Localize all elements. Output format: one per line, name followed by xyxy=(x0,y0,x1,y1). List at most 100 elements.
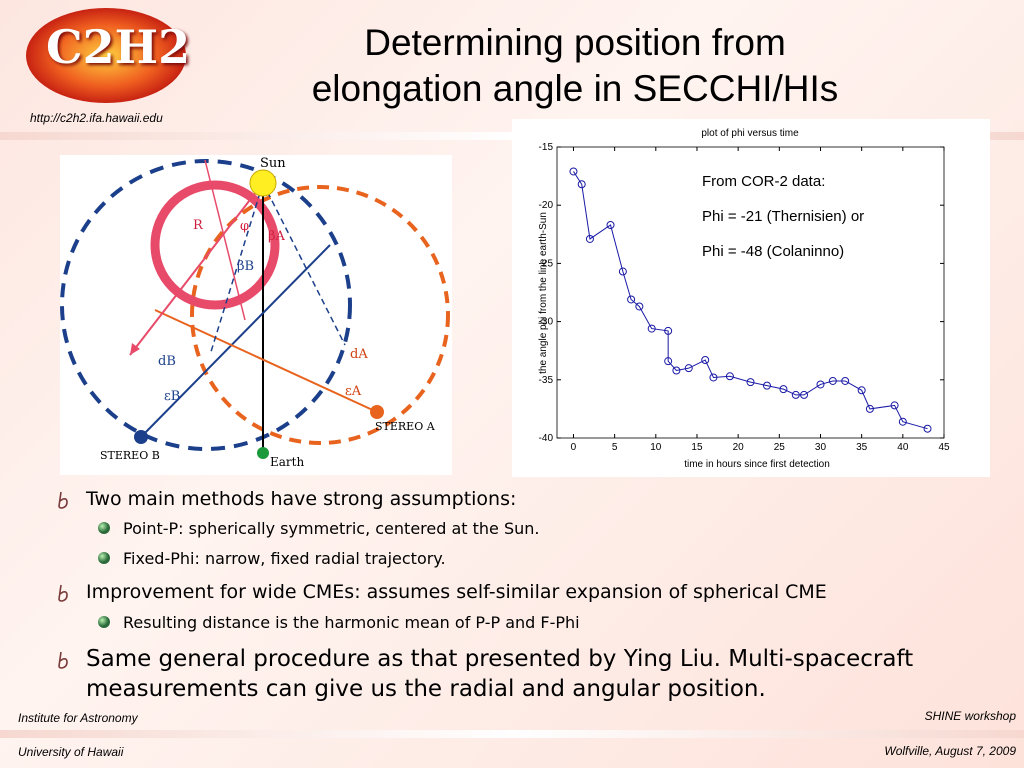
sub-bullet-icon xyxy=(98,616,110,628)
footer-text: University of Hawaii xyxy=(18,745,124,759)
y-tick-label: -20 xyxy=(539,200,554,211)
cme xyxy=(150,180,280,310)
y-tick-label: -30 xyxy=(539,317,554,328)
y-tick-label: -15 xyxy=(539,142,554,153)
annotation: From COR-2 data: xyxy=(702,173,825,190)
label: φ xyxy=(240,219,249,234)
marker xyxy=(828,376,837,385)
chart: plot of phi versus time time in hours si… xyxy=(512,119,990,477)
x-axis-label: time in hours since first detection xyxy=(684,459,830,470)
sub-bullet-icon xyxy=(98,552,110,564)
bullet-text: Same general procedure as that presented… xyxy=(86,646,914,702)
title-line: elongation angle in SECCHI/HIs xyxy=(311,68,839,109)
marker xyxy=(618,267,627,276)
x-tick-label: 35 xyxy=(856,442,868,453)
marker xyxy=(725,372,734,381)
footer-text: Wolfville, August 7, 2009 xyxy=(884,744,1016,758)
marker xyxy=(816,380,825,389)
marker xyxy=(800,390,809,399)
marker xyxy=(762,381,771,390)
label: Earth xyxy=(270,455,304,469)
label: εA xyxy=(345,384,362,399)
arrow-head xyxy=(130,343,140,355)
marker xyxy=(709,373,718,382)
stereo-a-dot xyxy=(370,405,384,419)
marker xyxy=(569,167,578,176)
label: βA xyxy=(268,229,286,244)
los-b xyxy=(140,244,331,438)
x-tick-label: 25 xyxy=(774,442,786,453)
marker xyxy=(898,417,907,426)
sub-bullet-text: Fixed-Phi: narrow, fixed radial trajecto… xyxy=(123,549,446,568)
bullet-text: Improvement for wide CMEs: assumes self-… xyxy=(86,581,827,603)
marker xyxy=(664,326,673,335)
stereo-b-dot xyxy=(134,430,148,444)
logo-text: C2H2 xyxy=(46,20,191,74)
sub-bullet-icon xyxy=(98,522,110,534)
orbit-a xyxy=(190,185,450,445)
marker xyxy=(577,180,586,189)
label: dA xyxy=(350,347,368,362)
label: βB xyxy=(237,259,254,274)
label: R xyxy=(193,218,204,233)
radial-r xyxy=(129,182,264,356)
sub-bullet-text: Resulting distance is the harmonic mean … xyxy=(123,613,580,632)
x-tick-label: 20 xyxy=(733,442,745,453)
marker xyxy=(664,357,673,366)
label: STEREO A xyxy=(375,420,436,433)
marker xyxy=(923,424,932,433)
label: εB xyxy=(164,389,180,404)
label: dB xyxy=(158,354,176,369)
x-tick-label: 5 xyxy=(612,442,618,453)
x-tick-label: 45 xyxy=(938,442,950,453)
logo: C2H2 xyxy=(26,8,190,103)
marker xyxy=(791,390,800,399)
url: http://c2h2.ifa.hawaii.edu xyxy=(30,111,163,125)
y-tick-label: -40 xyxy=(539,433,554,444)
x-tick-label: 0 xyxy=(571,442,577,453)
annotation: Phi = -21 (Thernisien) or xyxy=(702,208,864,225)
marker xyxy=(606,220,615,229)
y-tick-label: -25 xyxy=(539,258,554,269)
bullet-icon xyxy=(58,651,68,669)
radius-line xyxy=(204,159,246,321)
bullet-icon xyxy=(58,584,68,602)
chart-title: plot of phi versus time xyxy=(701,128,799,139)
title-line: Determining position from xyxy=(364,22,786,63)
plot-frame xyxy=(556,146,945,439)
x-tick-label: 30 xyxy=(815,442,827,453)
y-tick-label: -35 xyxy=(539,375,554,386)
marker xyxy=(701,356,710,365)
los-a xyxy=(154,309,378,413)
marker xyxy=(746,378,755,387)
marker xyxy=(627,295,636,304)
marker xyxy=(857,386,866,395)
divider xyxy=(0,730,1024,738)
geometry-diagram: Sun R φ βA βB dB dA εB εA STEREO A STERE… xyxy=(60,155,452,475)
footer-text: SHINE workshop xyxy=(924,709,1016,723)
marker xyxy=(647,324,656,333)
marker xyxy=(865,404,874,413)
title: Determining position from elongation ang… xyxy=(200,20,950,112)
footer-text: Institute for Astronomy xyxy=(18,711,138,725)
marker xyxy=(635,302,644,311)
label: Sun xyxy=(260,156,286,171)
marker xyxy=(585,234,594,243)
sun xyxy=(249,169,277,197)
marker xyxy=(672,366,681,375)
bullet-icon xyxy=(58,491,68,509)
marker xyxy=(779,385,788,394)
annotation: Phi = -48 (Colaninno) xyxy=(702,243,844,260)
marker xyxy=(890,401,899,410)
x-tick-label: 15 xyxy=(691,442,703,453)
x-tick-label: 40 xyxy=(897,442,909,453)
marker xyxy=(841,376,850,385)
marker xyxy=(684,364,693,373)
earth-dot xyxy=(257,447,269,459)
label: STEREO B xyxy=(100,449,160,462)
bullet-text: Two main methods have strong assumptions… xyxy=(86,488,517,510)
x-tick-label: 10 xyxy=(650,442,662,453)
sub-bullet-text: Point-P: spherically symmetric, centered… xyxy=(123,519,540,538)
y-axis-label: the angle phi from the line earth-Sun xyxy=(538,212,549,374)
